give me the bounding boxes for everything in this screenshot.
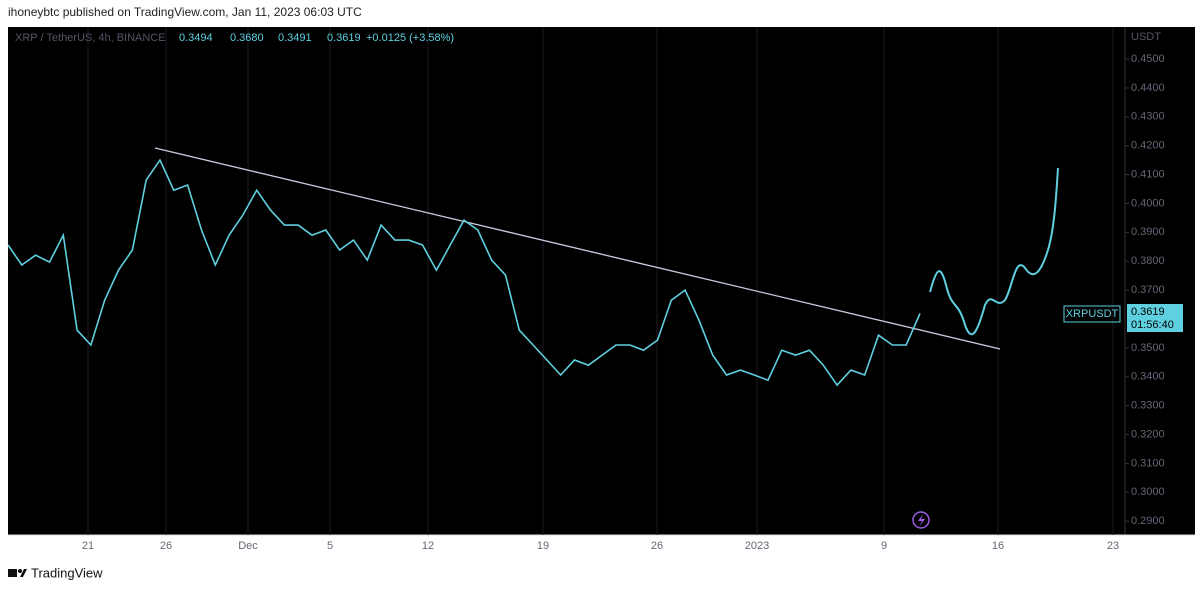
projection-curve	[929, 167, 1059, 336]
price-symbol: XRPUSDT	[1066, 308, 1119, 320]
y-tick-label: 0.3000	[1131, 486, 1165, 498]
y-tick-label: 0.4200	[1131, 140, 1165, 152]
published-note: ihoneybtc published on TradingView.com, …	[8, 5, 362, 19]
y-tick-label: 0.4300	[1131, 111, 1165, 123]
y-tick-label: 0.3400	[1131, 371, 1165, 383]
y-tick-label: 0.3700	[1131, 284, 1165, 296]
event-icon[interactable]	[912, 511, 930, 529]
y-tick-label: 0.4400	[1131, 82, 1165, 94]
brand: TradingView	[31, 565, 103, 580]
grid	[87, 27, 1114, 535]
close-value: 0.3619	[327, 32, 361, 44]
price-line	[7, 158, 921, 387]
x-tick-label: 16	[992, 540, 1004, 552]
symbol-tag	[1063, 305, 1121, 323]
y-tick-label: 0.4000	[1131, 197, 1165, 209]
y-tick-label: 0.3500	[1131, 342, 1165, 354]
bar-countdown: 01:56:40	[1131, 319, 1174, 331]
price-unit: USDT	[1131, 31, 1161, 43]
x-tick-label: 26	[651, 540, 663, 552]
x-tick-label: 12	[422, 540, 434, 552]
y-tick-label: 0.2900	[1131, 515, 1165, 527]
y-tick-label: 0.4500	[1131, 53, 1165, 65]
price-tag	[1127, 304, 1183, 332]
x-tick-label: 21	[82, 540, 94, 552]
trendline	[154, 147, 1001, 350]
y-tick-label: 0.3100	[1131, 457, 1165, 469]
y-tick-label: 0.3300	[1131, 400, 1165, 412]
change-value: +0.0125 (+3.58%)	[366, 32, 454, 44]
high-value: 0.3680	[230, 32, 264, 44]
logo	[8, 569, 27, 577]
x-tick-label: 9	[881, 540, 887, 552]
x-tick-label: 19	[537, 540, 549, 552]
event-bolt	[918, 514, 925, 527]
symbol-label: XRP / TetherUS, 4h, BINANCE	[15, 32, 166, 44]
low-value: 0.3491	[278, 32, 312, 44]
x-tick-label: 2023	[745, 540, 769, 552]
y-tick-label: 0.4100	[1131, 168, 1165, 180]
open-value: 0.3494	[179, 32, 213, 44]
last-price: 0.3619	[1131, 306, 1165, 318]
chart-background	[8, 27, 1195, 535]
y-tick-label: 0.3900	[1131, 226, 1165, 238]
x-tick-label: 23	[1107, 540, 1119, 552]
y-tick-label: 0.3800	[1131, 255, 1165, 267]
x-tick-label: 5	[327, 540, 333, 552]
x-tick-label: Dec	[238, 540, 258, 552]
x-tick-label: 26	[160, 540, 172, 552]
y-tick-label: 0.3200	[1131, 428, 1165, 440]
